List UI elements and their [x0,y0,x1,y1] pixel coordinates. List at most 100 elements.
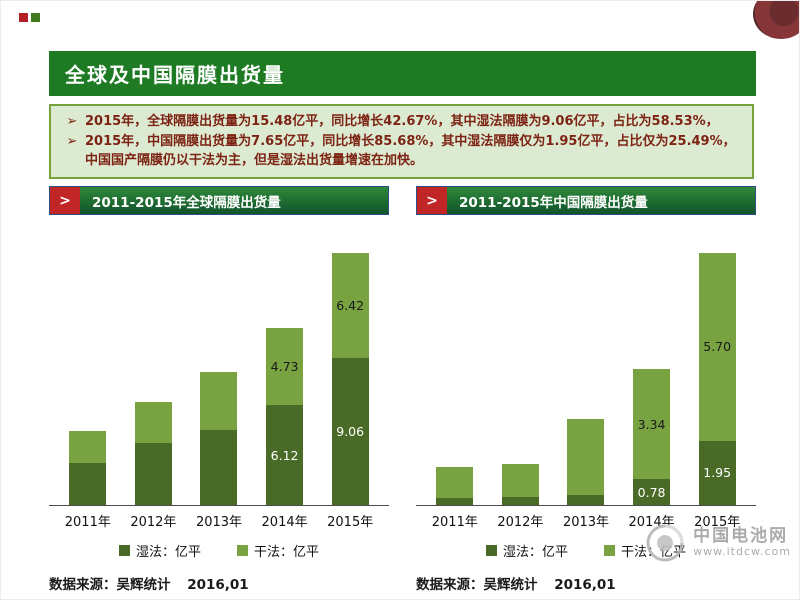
x-axis-label: 2013年 [562,515,610,530]
bar-segment-wet [134,443,172,505]
bar-segment-dry: 5.70 [698,253,736,441]
bar-segment-dry [501,463,539,497]
chart-title: 2011-2015年中国隔膜出货量 [459,194,648,211]
bar-segment-wet [501,496,539,505]
source-text: 数据来源：吴辉统计 [416,577,538,593]
x-axis-label: 2015年 [327,515,374,530]
summary-box: ➢ 2015年，全球隔膜出货量为15.48亿平，同比增长42.67%，其中湿法隔… [49,104,754,179]
bar-slot [121,401,187,505]
bar-slot: 9.06 6.42 [317,253,383,505]
x-axis-label: 2012年 [497,515,544,530]
plot-area: 0.78 3.34 1.95 5.70 [416,243,756,506]
watermark-text: 中国电池网 www.itdcw.com [693,525,791,559]
corner-logo-left [19,13,40,22]
stacked-bar-2011年 [69,430,107,505]
chart-china: > 2011-2015年中国隔膜出货量 0.78 3.34 1.95 5.70 201… [416,186,756,593]
bar-segment-wet [69,462,107,505]
bar-slot [488,463,554,505]
chevron-right-icon: > [426,192,438,209]
legend-label: 湿法：亿平 [135,545,201,560]
bar-segment-dry: 3.34 [633,369,671,480]
legend-item: 湿法：亿平 [485,541,568,560]
bar-segment-dry: 6.42 [331,253,369,358]
bar-slot [55,430,121,505]
bar-segment-dry [134,401,172,444]
page-title-bar: 全球及中国隔膜出货量 [49,51,756,96]
source-date: 2016,01 [187,577,249,593]
chart-header-global: > 2011-2015年全球隔膜出货量 [49,186,389,215]
chart-title: 2011-2015年全球隔膜出货量 [92,194,281,211]
stacked-bar-2014年: 6.12 4.73 [266,328,304,505]
x-axis-label: 2013年 [195,515,243,530]
chart-header-china: > 2011-2015年中国隔膜出货量 [416,186,756,215]
x-axis: 2011年 2012年 2013年 2014年 2015年 [49,511,389,530]
legend-item: 湿法：亿平 [118,541,201,560]
bar-segment-dry [200,371,238,431]
bar-segment-dry [436,467,474,499]
bullet-arrow-icon: ➢ [66,133,78,149]
chart-global: > 2011-2015年全球隔膜出货量 6.12 4.73 9.06 6.42 201… [49,186,389,593]
bar-segment-wet: 6.12 [266,405,304,505]
x-axis-label: 2014年 [261,515,308,530]
bullet-text: 2015年，全球隔膜出货量为15.48亿平，同比增长42.67%，其中湿法隔膜为… [85,114,719,129]
bullet-item: ➢ 2015年，中国隔膜出货量为7.65亿平，同比增长85.68%，其中湿法隔膜… [59,132,742,171]
data-source: 数据来源：吴辉统计 2016,01 [49,573,389,593]
watermark: 中国电池网 www.itdcw.com [645,523,791,563]
bar-slot: 1.95 5.70 [684,253,750,505]
x-axis-label: 2012年 [130,515,177,530]
red-mark-icon [19,13,28,22]
x-axis-label: 2011年 [64,515,111,530]
bar-segment-wet [200,430,238,505]
x-axis: 2011年 2012年 2013年 2014年 2015年 [416,511,756,530]
source-date: 2016,01 [554,577,616,593]
legend: 湿法：亿平 干法：亿平 [49,541,389,560]
legend-label: 湿法：亿平 [502,545,568,560]
data-source: 数据来源：吴辉统计 2016,01 [416,573,756,593]
stacked-bar-2012年 [501,463,539,505]
stacked-bar-2013年 [567,419,605,505]
bullet-arrow-icon: ➢ [66,114,78,129]
stacked-bar-2015年: 9.06 6.42 [331,253,369,505]
stacked-bar-2013年 [200,371,238,505]
stacked-bar-2015年: 1.95 5.70 [698,253,736,505]
corner-logo-right-icon [753,1,799,39]
bar-segment-wet: 1.95 [698,440,736,505]
source-text: 数据来源：吴辉统计 [49,577,171,593]
battery-site-logo-icon [646,524,684,562]
legend-item: 干法：亿平 [237,541,319,560]
legend-swatch [118,545,130,556]
green-mark-icon [31,13,40,22]
legend-swatch [485,545,497,556]
page-title: 全球及中国隔膜出货量 [65,63,285,87]
bar-slot: 0.78 3.34 [619,369,685,505]
arrow-chip: > [50,187,80,214]
bar-segment-wet: 0.78 [633,479,671,505]
x-axis-label: 2015年 [694,515,741,530]
legend-label: 干法：亿平 [254,545,320,560]
charts-row: > 2011-2015年全球隔膜出货量 6.12 4.73 9.06 6.42 201… [49,186,756,593]
bullet-text: 2015年，中国隔膜出货量为7.65亿平，同比增长85.68%，其中湿法隔膜仅为… [85,133,736,169]
bullet-item: ➢ 2015年，全球隔膜出货量为15.48亿平，同比增长42.67%，其中湿法隔… [59,112,742,132]
x-axis-label: 2011年 [431,515,478,530]
watermark-name: 中国电池网 [693,525,789,546]
bar-segment-dry [567,419,605,496]
arrow-chip: > [417,187,447,214]
chevron-right-icon: > [59,192,71,209]
bar-slot: 6.12 4.73 [252,328,318,505]
plot-area: 6.12 4.73 9.06 6.42 [49,243,389,506]
bar-slot [553,419,619,505]
bar-slot [422,467,488,505]
legend-swatch [604,545,615,556]
bar-segment-dry: 4.73 [266,328,304,406]
bar-slot [186,371,252,505]
watermark-url: www.itdcw.com [693,545,791,559]
bar-segment-wet: 9.06 [331,357,369,505]
stacked-bar-2012年 [134,401,172,505]
bar-segment-wet [567,495,605,505]
stacked-bar-2011年 [436,467,474,505]
stacked-bar-2014年: 0.78 3.34 [633,369,671,505]
legend-swatch [237,545,248,556]
bar-segment-dry [69,430,107,463]
bar-segment-wet [436,498,474,505]
